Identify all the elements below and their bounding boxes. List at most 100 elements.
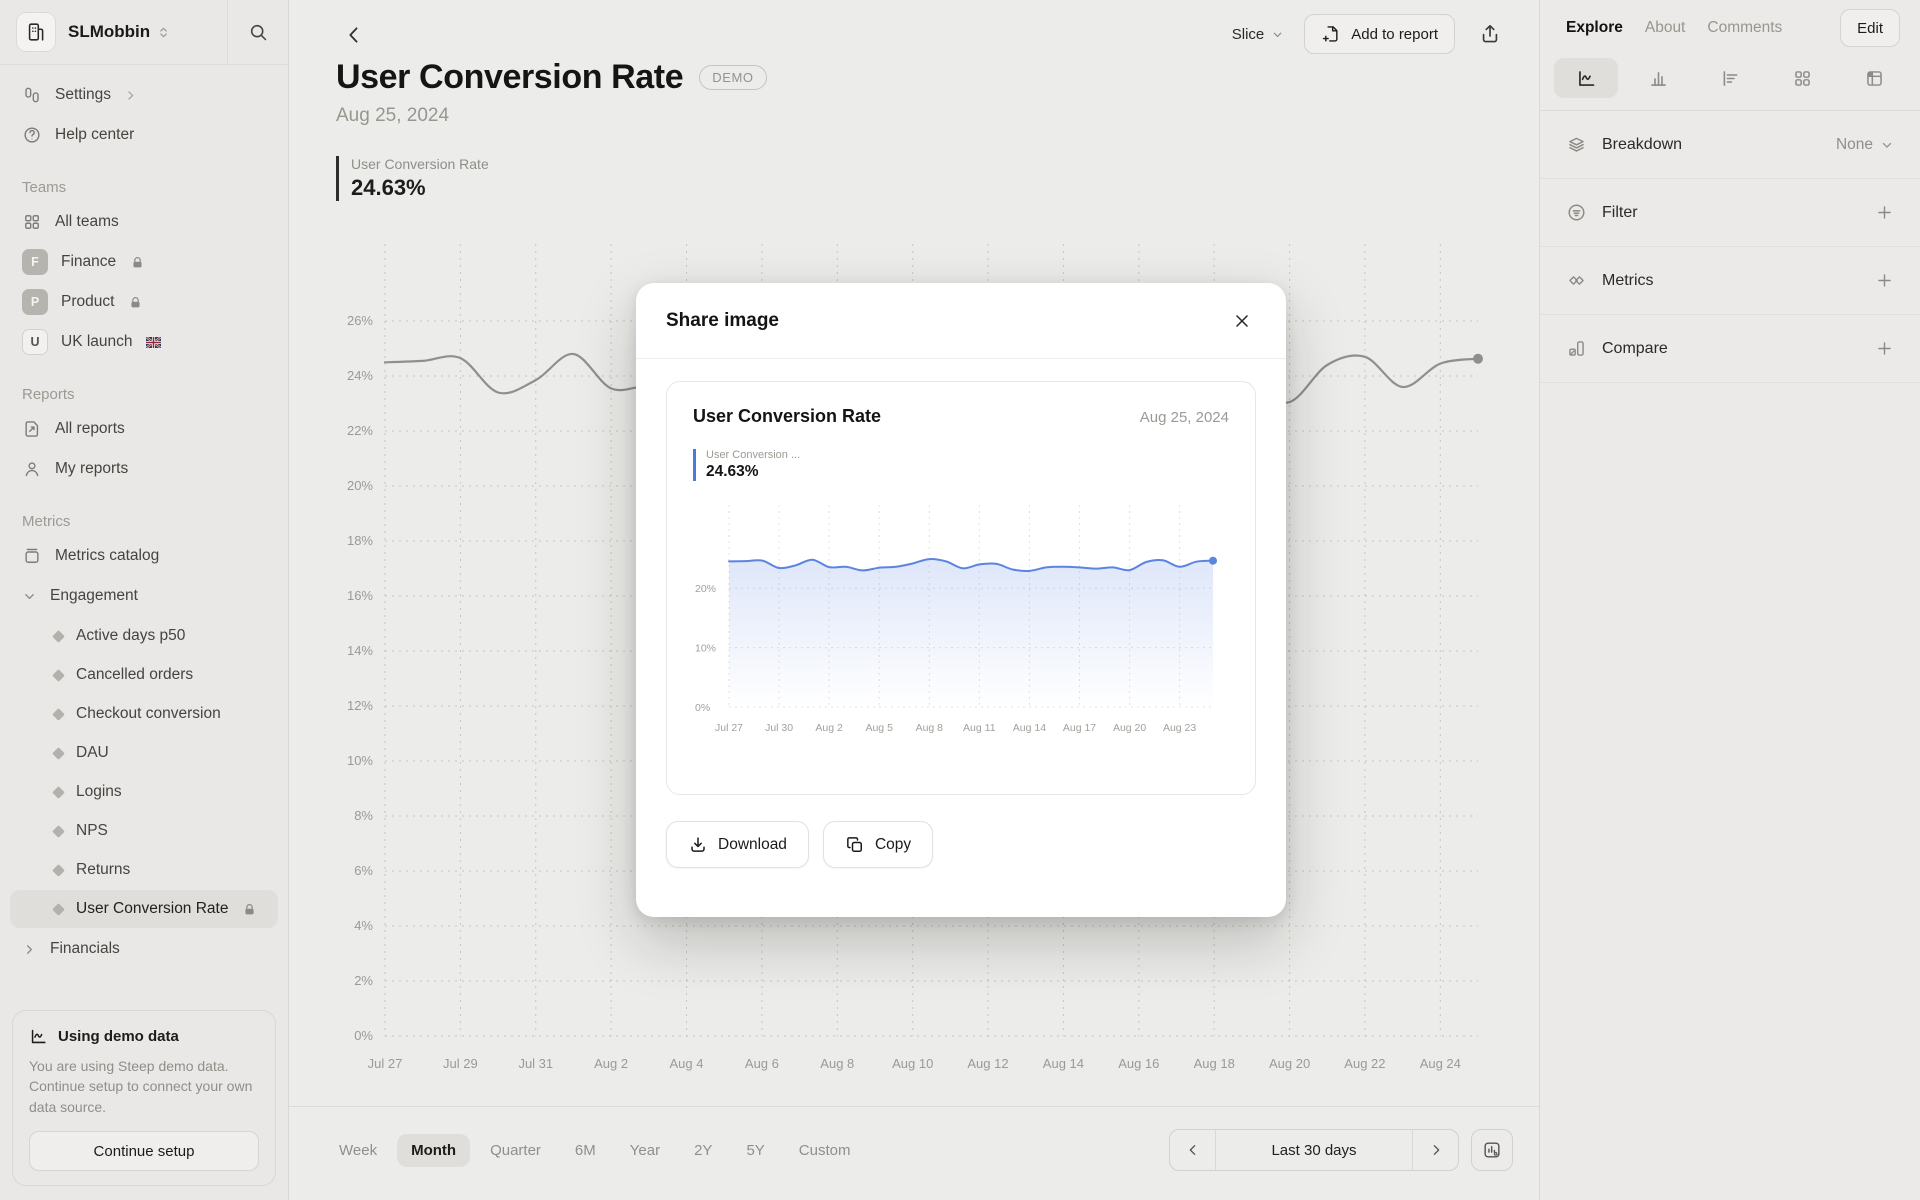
- svg-text:Aug 20: Aug 20: [1113, 722, 1146, 734]
- preview-title: User Conversion Rate: [693, 406, 882, 426]
- sidebar: SLMobbin Settings Help center Teams: [0, 0, 289, 1200]
- metric-item-logins[interactable]: Logins: [10, 773, 278, 811]
- view-grid-button[interactable]: [1770, 58, 1834, 98]
- person-icon: [25, 462, 39, 477]
- sidebar-item-help-center[interactable]: Help center: [0, 115, 288, 155]
- download-button[interactable]: Download: [666, 821, 809, 868]
- modal-body: User Conversion Rate Aug 25, 2024 User C…: [636, 359, 1286, 868]
- demo-card-title: Using demo data: [58, 1028, 179, 1046]
- metric-item-checkout-conversion[interactable]: Checkout conversion: [10, 695, 278, 733]
- range-label[interactable]: Last 30 days: [1271, 1141, 1357, 1159]
- range-next-button[interactable]: [1412, 1130, 1458, 1170]
- metric-diamond-icon: [52, 629, 65, 643]
- tab-comments[interactable]: Comments: [1707, 19, 1783, 36]
- slice-dropdown[interactable]: Slice: [1232, 26, 1285, 43]
- share-button[interactable]: [1475, 19, 1505, 49]
- page-header: User Conversion Rate DEMO Aug 25, 2024: [336, 58, 767, 127]
- time-range-bar: Week Month Quarter 6M Year 2Y 5Y Custom …: [325, 1122, 1513, 1178]
- compare-icon: [1569, 341, 1584, 356]
- workspace-switcher[interactable]: SLMobbin: [68, 22, 228, 42]
- chart-settings-button[interactable]: [1471, 1129, 1513, 1171]
- search-button[interactable]: [228, 0, 288, 64]
- view-bar-button[interactable]: [1626, 58, 1690, 98]
- range-prev-button[interactable]: [1170, 1130, 1216, 1170]
- svg-text:Aug 10: Aug 10: [892, 1056, 933, 1071]
- add-filter-button[interactable]: [1875, 203, 1894, 222]
- copy-button[interactable]: Copy: [822, 821, 934, 868]
- share-icon: [1482, 25, 1498, 43]
- breakdown-value-dropdown[interactable]: None: [1836, 136, 1894, 154]
- svg-text:Aug 14: Aug 14: [1013, 722, 1046, 734]
- svg-text:24%: 24%: [347, 368, 373, 383]
- time-option-quarter[interactable]: Quarter: [490, 1141, 541, 1159]
- sidebar-item-my-reports[interactable]: My reports: [0, 449, 288, 489]
- sidebar-item-label: Finance: [61, 253, 117, 270]
- metric-diamond-icon: [52, 863, 65, 877]
- metric-item-label: Checkout conversion: [76, 705, 221, 722]
- preview-kpi-block: User Conversion ... 24.63%: [693, 449, 1229, 481]
- view-line-button[interactable]: [1554, 58, 1618, 98]
- back-button[interactable]: [339, 20, 369, 50]
- svg-text:Aug 2: Aug 2: [815, 722, 843, 734]
- add-to-report-button[interactable]: Add to report: [1304, 14, 1455, 54]
- svg-text:Jul 30: Jul 30: [765, 722, 793, 734]
- view-list-button[interactable]: [1698, 58, 1762, 98]
- download-label: Download: [718, 835, 787, 853]
- time-option-2y[interactable]: 2Y: [694, 1141, 713, 1159]
- sidebar-item-finance[interactable]: F Finance: [0, 242, 288, 282]
- continue-setup-button[interactable]: Continue setup: [29, 1131, 259, 1171]
- metric-item-nps[interactable]: NPS: [10, 812, 278, 850]
- sidebar-item-all-reports[interactable]: All reports: [0, 409, 288, 449]
- horizontal-bars-icon: [1723, 70, 1737, 86]
- sidebar-group-engagement[interactable]: Engagement: [0, 576, 288, 616]
- metric-item-user-conversion-rate[interactable]: User Conversion Rate: [10, 890, 278, 928]
- toggles-icon: [25, 87, 39, 103]
- svg-text:Aug 12: Aug 12: [967, 1056, 1008, 1071]
- add-compare-button[interactable]: [1875, 339, 1894, 358]
- metric-item-cancelled-orders[interactable]: Cancelled orders: [10, 656, 278, 694]
- chevron-left-icon: [349, 27, 358, 43]
- modal-header: Share image: [636, 283, 1286, 359]
- metric-item-returns[interactable]: Returns: [10, 851, 278, 889]
- time-option-month[interactable]: Month: [397, 1133, 471, 1167]
- svg-text:20%: 20%: [347, 478, 373, 493]
- sidebar-group-label: Engagement: [50, 587, 138, 604]
- view-pivot-button[interactable]: [1842, 58, 1906, 98]
- metric-item-active-days-p50[interactable]: Active days p50: [10, 617, 278, 655]
- sidebar-item-product[interactable]: P Product: [0, 282, 288, 322]
- sidebar-item-label: All reports: [55, 420, 125, 437]
- tab-explore[interactable]: Explore: [1566, 19, 1623, 36]
- report-icon: [25, 421, 39, 437]
- sidebar-item-metrics-catalog[interactable]: Metrics catalog: [0, 536, 288, 576]
- tab-about[interactable]: About: [1644, 19, 1686, 36]
- mini-chart: Jul 27 Jul 30 Aug 2 Aug 5 Aug 8 Aug 11 Aug 14 A…: [695, 505, 1217, 734]
- plus-icon: [1878, 274, 1891, 287]
- modal-close-button[interactable]: [1228, 307, 1256, 335]
- time-option-custom[interactable]: Custom: [798, 1141, 851, 1159]
- chevron-down-icon: [1882, 142, 1892, 148]
- sidebar-item-uk-launch[interactable]: U UK launch: [0, 322, 288, 362]
- svg-text:0%: 0%: [354, 1028, 373, 1043]
- edit-button[interactable]: Edit: [1840, 9, 1900, 47]
- time-option-week[interactable]: Week: [339, 1141, 378, 1159]
- sidebar-item-label: Help center: [55, 126, 135, 143]
- time-option-5y[interactable]: 5Y: [746, 1141, 765, 1159]
- share-modal: Share image User Conversion Rate Aug 25,…: [636, 283, 1286, 917]
- time-granularity-options: Week Month Quarter 6M Year 2Y 5Y Custom: [325, 1133, 864, 1167]
- metric-item-label: Logins: [76, 783, 122, 800]
- time-option-6m[interactable]: 6M: [574, 1141, 596, 1159]
- sidebar-group-financials[interactable]: Financials: [0, 929, 288, 969]
- svg-text:Aug 20: Aug 20: [1269, 1056, 1310, 1071]
- metric-diamond-icon: [52, 668, 65, 682]
- svg-text:Aug 23: Aug 23: [1163, 722, 1196, 734]
- workspace-name: SLMobbin: [68, 22, 151, 41]
- sidebar-item-settings[interactable]: Settings: [0, 75, 288, 115]
- workspace-logo[interactable]: [16, 12, 56, 52]
- add-metric-button[interactable]: [1875, 271, 1894, 290]
- sidebar-item-all-teams[interactable]: All teams: [0, 202, 288, 242]
- time-option-year[interactable]: Year: [629, 1141, 661, 1159]
- metrics-label: Metrics: [1602, 271, 1654, 289]
- document-plus-icon: [1323, 26, 1338, 42]
- metric-item-dau[interactable]: DAU: [10, 734, 278, 772]
- svg-text:6%: 6%: [354, 863, 373, 878]
